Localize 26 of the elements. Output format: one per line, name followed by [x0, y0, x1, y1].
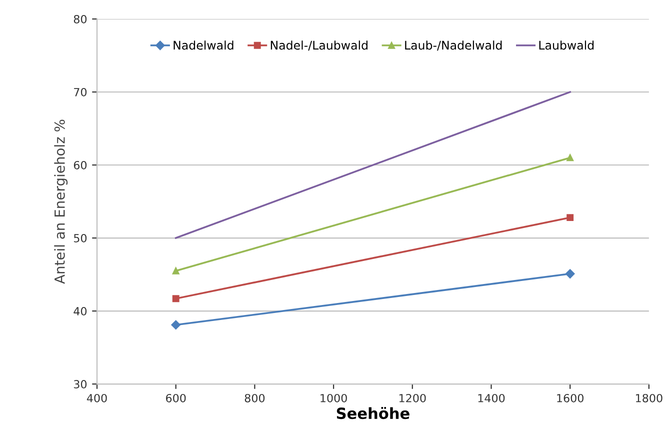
legend-label: Nadel-/Laubwald [270, 40, 368, 51]
y-tick-label: 60 [74, 160, 87, 170]
x-tick-label: 1200 [399, 394, 426, 402]
legend-label: Laub-/Nadelwald [405, 40, 502, 51]
point [172, 295, 180, 302]
point [566, 214, 574, 222]
legend-label: Laubwald [539, 40, 594, 50]
x-tick-label: 1000 [320, 394, 347, 402]
y-tick-label: 70 [74, 88, 87, 96]
x-tick-label: 1800 [636, 394, 662, 402]
x-tick-label: 800 [244, 394, 265, 402]
y-tick-label: 30 [74, 380, 87, 388]
legend-label: Nadelwald [174, 40, 234, 50]
x-tick-label: 600 [166, 394, 186, 402]
x-tick-label: 1400 [478, 394, 505, 402]
x-tick-label: 1600 [557, 394, 584, 402]
point [171, 320, 180, 330]
y-tick-label: 50 [74, 234, 87, 242]
y-axis-title: Anteil an Energieholz % [54, 120, 68, 284]
point [566, 154, 574, 162]
point [172, 267, 180, 274]
x-axis-title: Seehöhe [336, 407, 410, 420]
y-tick-label: 40 [74, 306, 87, 316]
x-tick-label: 400 [86, 394, 107, 402]
point [565, 269, 575, 278]
y-tick-label: 80 [74, 14, 87, 24]
